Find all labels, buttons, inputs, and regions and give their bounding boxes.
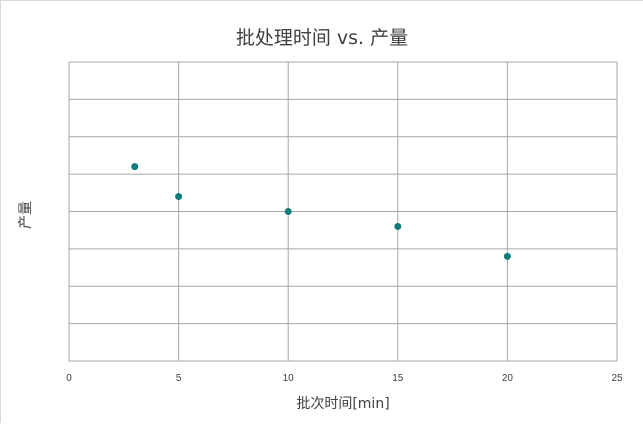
x-tick-label: 15 (392, 373, 404, 384)
data-point (284, 208, 292, 215)
data-points (131, 163, 511, 260)
data-point (503, 252, 511, 260)
data-point (175, 193, 183, 201)
data-point (131, 163, 139, 171)
x-tick-labels: 0 5 10 15 20 25 (66, 373, 623, 384)
gridlines (68, 61, 618, 362)
y-axis-title: 产量 (18, 201, 34, 229)
data-point (394, 222, 402, 230)
x-tick-label: 10 (283, 373, 295, 384)
x-tick-label: 0 (66, 373, 72, 384)
chart-title: 批处理时间 vs. 产量 (235, 27, 409, 49)
x-tick-label: 5 (176, 373, 182, 384)
x-tick-label: 20 (502, 373, 514, 384)
x-tick-label: 25 (611, 373, 623, 384)
x-axis-title: 批次时间[min] (296, 396, 390, 412)
